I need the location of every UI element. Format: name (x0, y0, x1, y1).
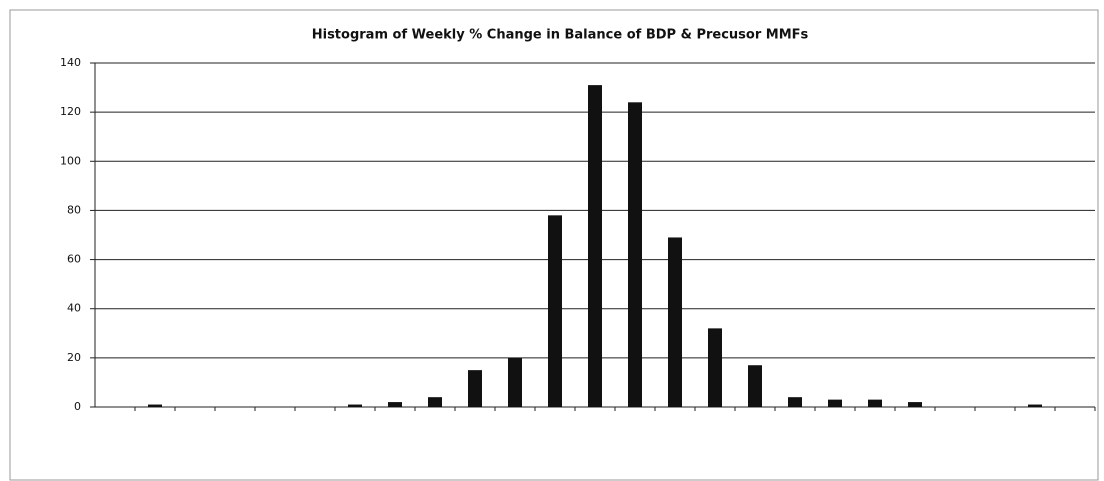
bar (588, 85, 602, 407)
bar (468, 370, 482, 407)
bar (148, 404, 162, 407)
bar (628, 102, 642, 408)
chart-title: Histogram of Weekly % Change in Balance … (312, 28, 809, 43)
bar (428, 397, 442, 407)
y-tick-label: 40 (67, 302, 81, 315)
bar (388, 402, 402, 407)
y-tick-label: 100 (60, 154, 81, 167)
bar (828, 399, 842, 407)
bar (348, 404, 362, 407)
y-tick-label: 20 (67, 351, 81, 364)
y-tick-label: 0 (74, 400, 81, 413)
bar (668, 237, 682, 407)
bar (908, 402, 922, 407)
bar (548, 215, 562, 407)
bar (748, 365, 762, 407)
bar (508, 357, 522, 407)
bar (868, 399, 882, 407)
bar (1028, 404, 1042, 407)
bar (708, 328, 722, 407)
y-tick-label: 60 (67, 253, 81, 266)
y-tick-label: 80 (67, 203, 81, 216)
bar (788, 397, 802, 407)
y-tick-label: 120 (60, 105, 81, 118)
y-tick-label: 140 (60, 56, 81, 69)
